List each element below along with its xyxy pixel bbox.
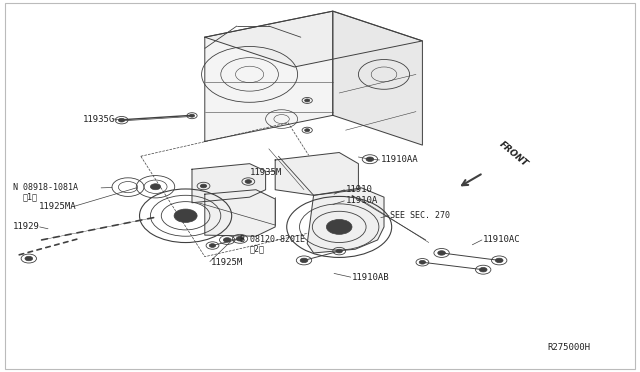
- Circle shape: [209, 244, 216, 247]
- Polygon shape: [205, 190, 275, 236]
- Circle shape: [200, 184, 207, 188]
- Circle shape: [366, 157, 374, 161]
- Polygon shape: [205, 11, 422, 67]
- Circle shape: [245, 180, 252, 183]
- Text: 11925M: 11925M: [211, 258, 243, 267]
- Circle shape: [419, 260, 426, 264]
- Polygon shape: [333, 11, 422, 145]
- Text: SEE SEC. 270: SEE SEC. 270: [390, 211, 451, 220]
- Text: 11929: 11929: [13, 222, 40, 231]
- Text: 11910: 11910: [346, 185, 372, 194]
- Text: R275000H: R275000H: [547, 343, 590, 352]
- Circle shape: [495, 258, 503, 263]
- Text: FRONT: FRONT: [498, 139, 530, 168]
- Circle shape: [336, 249, 342, 253]
- Text: 11925MA: 11925MA: [38, 202, 76, 211]
- Circle shape: [305, 129, 310, 132]
- Polygon shape: [307, 188, 384, 253]
- Text: 11935M: 11935M: [250, 169, 282, 177]
- Text: 11910AA: 11910AA: [381, 155, 419, 164]
- Circle shape: [479, 267, 487, 272]
- Circle shape: [300, 258, 308, 263]
- Circle shape: [305, 99, 310, 102]
- Circle shape: [25, 256, 33, 261]
- Circle shape: [118, 118, 125, 122]
- Circle shape: [174, 209, 197, 222]
- Text: B 08120-8201E: B 08120-8201E: [240, 235, 305, 244]
- Circle shape: [223, 238, 231, 242]
- Text: 11910AC: 11910AC: [483, 235, 521, 244]
- Text: 11910A: 11910A: [346, 196, 378, 205]
- Polygon shape: [192, 164, 266, 203]
- Text: 11935G: 11935G: [83, 115, 115, 124]
- Circle shape: [189, 114, 195, 117]
- Circle shape: [150, 184, 161, 190]
- Polygon shape: [205, 11, 333, 141]
- Text: N 08918-1081A: N 08918-1081A: [13, 183, 78, 192]
- Polygon shape: [275, 153, 358, 195]
- Text: 11910AB: 11910AB: [352, 273, 390, 282]
- Circle shape: [438, 251, 445, 255]
- Text: （2）: （2）: [250, 245, 264, 254]
- Circle shape: [236, 237, 244, 241]
- Text: （1）: （1）: [22, 193, 37, 202]
- Circle shape: [326, 219, 352, 234]
